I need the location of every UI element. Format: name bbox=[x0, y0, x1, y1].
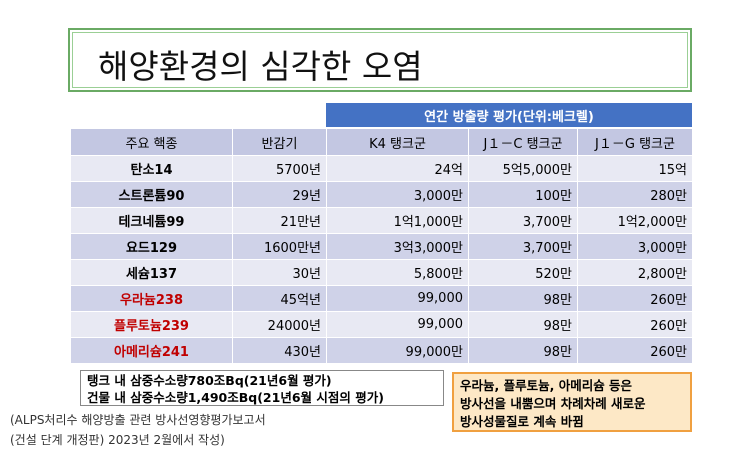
cell: 30년 bbox=[232, 259, 327, 286]
column-header: J１－C 탱크군 bbox=[468, 128, 578, 156]
cell: 260만 bbox=[577, 337, 693, 364]
cell: 260만 bbox=[577, 311, 693, 338]
nuclide-name: 요드129 bbox=[70, 233, 233, 260]
table-row: 아메리슘241 430년 99,000만 98만 260만 bbox=[70, 337, 693, 364]
cell: 99,000 bbox=[326, 311, 469, 338]
cell: 520만 bbox=[468, 259, 578, 286]
text-line: 탱크 내 삼중수소량780조Bq(21년6월 평가) bbox=[87, 373, 332, 388]
column-header: 반감기 bbox=[232, 128, 327, 156]
cell: 1억1,000만 bbox=[326, 207, 469, 234]
text-line: (건설 단계 개정판) 2023년 2월에서 작성) bbox=[10, 433, 225, 447]
cell: 430년 bbox=[232, 337, 327, 364]
nuclide-name: 플루토늄239 bbox=[70, 311, 233, 338]
table-row: 우라늄238 45억년 99,000 98만 260만 bbox=[70, 285, 693, 312]
cell: 99,000 bbox=[326, 285, 469, 312]
source: (ALPS처리수 해양방출 관련 방사선영향평가보고서 (건설 단계 개정판) 2… bbox=[10, 410, 266, 450]
nuclide-name: 테크네튬99 bbox=[70, 207, 233, 234]
nuclide-name: 탄소14 bbox=[70, 155, 233, 182]
text-line: 건물 내 삼중수소량1,490조Bq(21년6월 시점의 평가) bbox=[87, 390, 384, 405]
cell: 15억 bbox=[577, 155, 693, 182]
cell: 1억2,000만 bbox=[577, 207, 693, 234]
cell: 29년 bbox=[232, 181, 327, 208]
cell: 3억3,000만 bbox=[326, 233, 469, 260]
column-header: 주요 핵종 bbox=[70, 128, 233, 156]
table-row: 탄소14 5700년 24억 5억5,000만 15억 bbox=[70, 155, 693, 182]
cell: 1600만년 bbox=[232, 233, 327, 260]
text-line: 우라늄, 플루토늄, 아메리슘 등은 bbox=[460, 378, 633, 393]
cell: 2,800만 bbox=[577, 259, 693, 286]
cell: 3,700만 bbox=[468, 207, 578, 234]
cell: 5700년 bbox=[232, 155, 327, 182]
table-row: 요드129 1600만년 3억3,000만 3,700만 3,000만 bbox=[70, 233, 693, 260]
cell: 45억년 bbox=[232, 285, 327, 312]
cell: 21만년 bbox=[232, 207, 327, 234]
table-row: 세슘137 30년 5,800만 520만 2,800만 bbox=[70, 259, 693, 286]
nuclide-name: 아메리슘241 bbox=[70, 337, 233, 364]
title-box: 해양환경의 심각한 오염 bbox=[68, 28, 692, 92]
text-line: 방사성물질로 계속 바뀜 bbox=[460, 414, 584, 429]
tritium-note: 탱크 내 삼중수소량780조Bq(21년6월 평가) 건물 내 삼중수소량1,49… bbox=[80, 370, 444, 406]
cell: 99,000만 bbox=[326, 337, 469, 364]
cell: 5억5,000만 bbox=[468, 155, 578, 182]
emission-table: 주요 핵종 반감기 K4 탱크군 J１－C 탱크군 J１－G 탱크군 탄소14 5700년 2… bbox=[70, 128, 693, 364]
table-row: 스트론튬90 29년 3,000만 100만 280만 bbox=[70, 181, 693, 208]
table-row: 테크네튬99 21만년 1억1,000만 3,700만 1억2,000만 bbox=[70, 207, 693, 234]
cell: 24000년 bbox=[232, 311, 327, 338]
cell: 280만 bbox=[577, 181, 693, 208]
column-header: J１－G 탱크군 bbox=[577, 128, 693, 156]
nuclide-name: 우라늄238 bbox=[70, 285, 233, 312]
cell: 98만 bbox=[468, 311, 578, 338]
text-line: 방사선을 내뿜으며 차례차례 새로운 bbox=[460, 396, 646, 411]
nuclide-name: 스트론튬90 bbox=[70, 181, 233, 208]
cell: 3,700만 bbox=[468, 233, 578, 260]
cell: 3,000만 bbox=[326, 181, 469, 208]
title: 해양환경의 심각한 오염 bbox=[98, 47, 423, 86]
nuclide-name: 세슘137 bbox=[70, 259, 233, 286]
column-header: K4 탱크군 bbox=[326, 128, 469, 156]
group-header: 연간 방출량 평가(단위:베크렐) bbox=[326, 103, 692, 127]
cell: 98만 bbox=[468, 337, 578, 364]
header-row: 주요 핵종 반감기 K4 탱크군 J１－C 탱크군 J１－G 탱크군 bbox=[70, 128, 693, 156]
cell: 100만 bbox=[468, 181, 578, 208]
cell: 24억 bbox=[326, 155, 469, 182]
text-line: (ALPS처리수 해양방출 관련 방사선영향평가보고서 bbox=[10, 413, 266, 427]
cell: 3,000만 bbox=[577, 233, 693, 260]
cell: 260만 bbox=[577, 285, 693, 312]
table-row: 플루토늄239 24000년 99,000 98만 260만 bbox=[70, 311, 693, 338]
cell: 98만 bbox=[468, 285, 578, 312]
cell: 5,800만 bbox=[326, 259, 469, 286]
